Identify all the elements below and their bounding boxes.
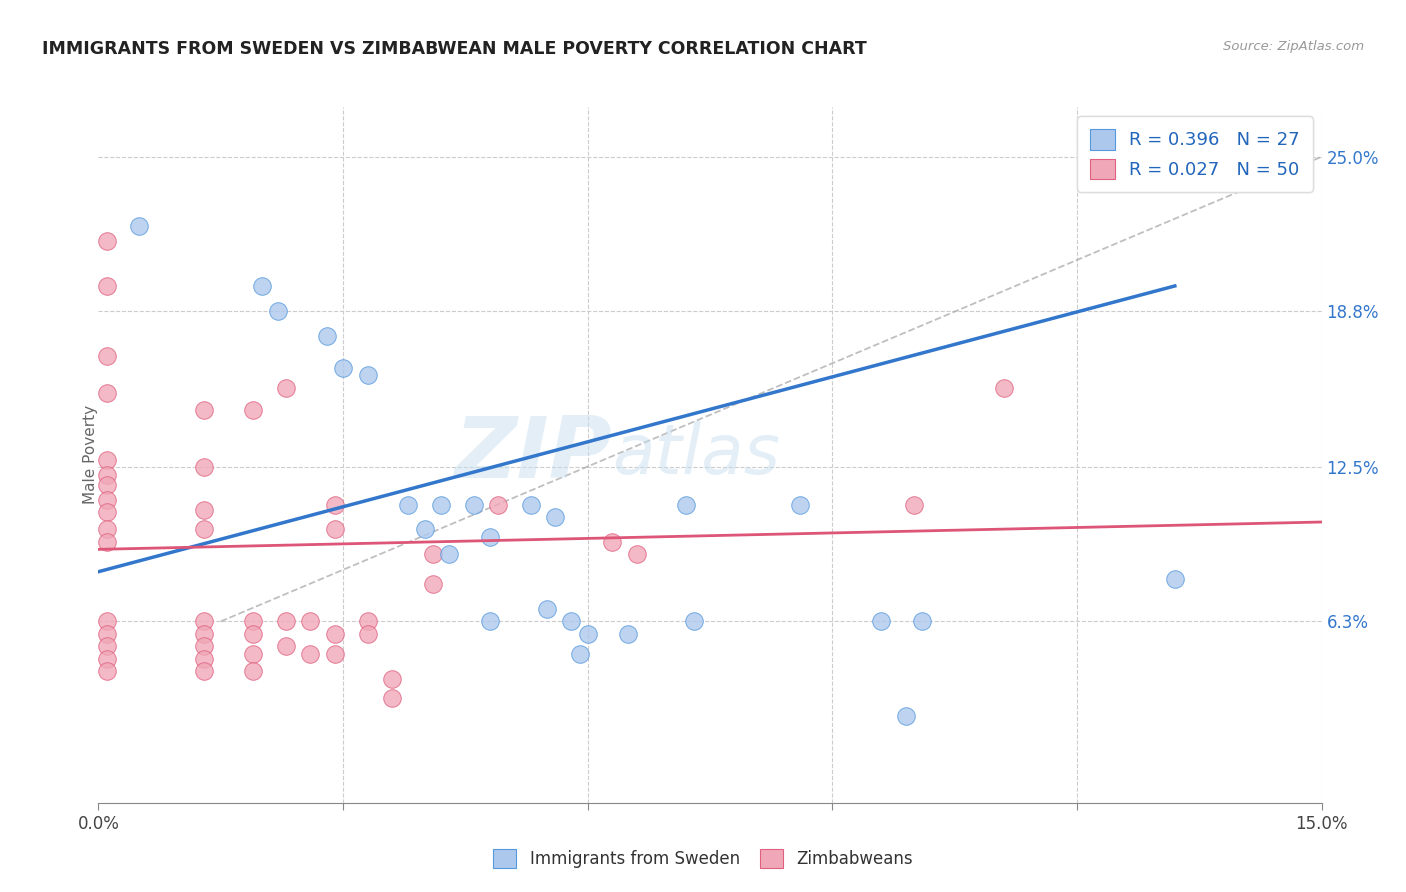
Point (96, 477, 118, 491)
Point (193, 664, 215, 678)
Point (250, 279, 273, 293)
Point (193, 460, 215, 475)
Point (299, 615, 322, 629)
Point (903, 498, 925, 512)
Point (576, 627, 599, 641)
Point (560, 615, 582, 629)
Legend: R = 0.396   N = 27, R = 0.027   N = 50: R = 0.396 N = 27, R = 0.027 N = 50 (1077, 116, 1313, 192)
Point (544, 510, 567, 524)
Point (242, 615, 264, 629)
Point (911, 615, 934, 629)
Point (193, 403, 215, 417)
Point (193, 502, 215, 516)
Point (323, 523, 346, 537)
Point (1164, 572, 1187, 586)
Point (568, 647, 591, 661)
Point (600, 534, 623, 549)
Text: atlas: atlas (612, 421, 780, 489)
Point (96, 492, 118, 507)
Point (413, 523, 436, 537)
Point (870, 615, 893, 629)
Point (274, 639, 297, 653)
Point (96, 505, 118, 519)
Point (96, 279, 118, 293)
Point (96, 467, 118, 482)
Point (96, 651, 118, 665)
Point (193, 639, 215, 653)
Text: Source: ZipAtlas.com: Source: ZipAtlas.com (1223, 40, 1364, 54)
Point (356, 627, 378, 641)
Point (242, 403, 264, 417)
Legend: Immigrants from Sweden, Zimbabweans: Immigrants from Sweden, Zimbabweans (486, 842, 920, 875)
Point (323, 647, 346, 661)
Point (396, 498, 419, 512)
Point (242, 627, 264, 641)
Point (422, 547, 444, 561)
Y-axis label: Male Poverty: Male Poverty (83, 405, 97, 505)
Point (993, 381, 1015, 395)
Point (267, 303, 290, 318)
Point (626, 547, 648, 561)
Point (96, 664, 118, 678)
Point (675, 498, 697, 512)
Point (96, 349, 118, 363)
Point (96, 453, 118, 467)
Point (789, 498, 811, 512)
Point (274, 381, 297, 395)
Point (242, 664, 264, 678)
Text: IMMIGRANTS FROM SWEDEN VS ZIMBABWEAN MALE POVERTY CORRELATION CHART: IMMIGRANTS FROM SWEDEN VS ZIMBABWEAN MAL… (42, 40, 868, 58)
Point (96, 627, 118, 641)
Point (323, 627, 346, 641)
Point (193, 627, 215, 641)
Point (193, 615, 215, 629)
Point (422, 577, 444, 591)
Text: ZIP: ZIP (454, 413, 612, 497)
Point (519, 498, 541, 512)
Point (536, 602, 558, 616)
Point (356, 615, 378, 629)
Point (381, 672, 404, 686)
Point (299, 647, 322, 661)
Point (96, 234, 118, 248)
Point (430, 498, 453, 512)
Point (96, 523, 118, 537)
Point (96, 534, 118, 549)
Point (323, 498, 346, 512)
Point (478, 530, 501, 544)
Point (381, 691, 404, 706)
Point (242, 647, 264, 661)
Point (894, 708, 917, 723)
Point (682, 615, 704, 629)
Point (96, 639, 118, 653)
Point (486, 498, 509, 512)
Point (315, 328, 337, 343)
Point (274, 615, 297, 629)
Point (96, 385, 118, 400)
Point (478, 615, 501, 629)
Point (96, 615, 118, 629)
Point (617, 627, 640, 641)
Point (356, 368, 378, 383)
Point (193, 651, 215, 665)
Point (332, 361, 354, 376)
Point (437, 547, 460, 561)
Point (193, 523, 215, 537)
Point (463, 498, 485, 512)
Point (128, 219, 150, 234)
